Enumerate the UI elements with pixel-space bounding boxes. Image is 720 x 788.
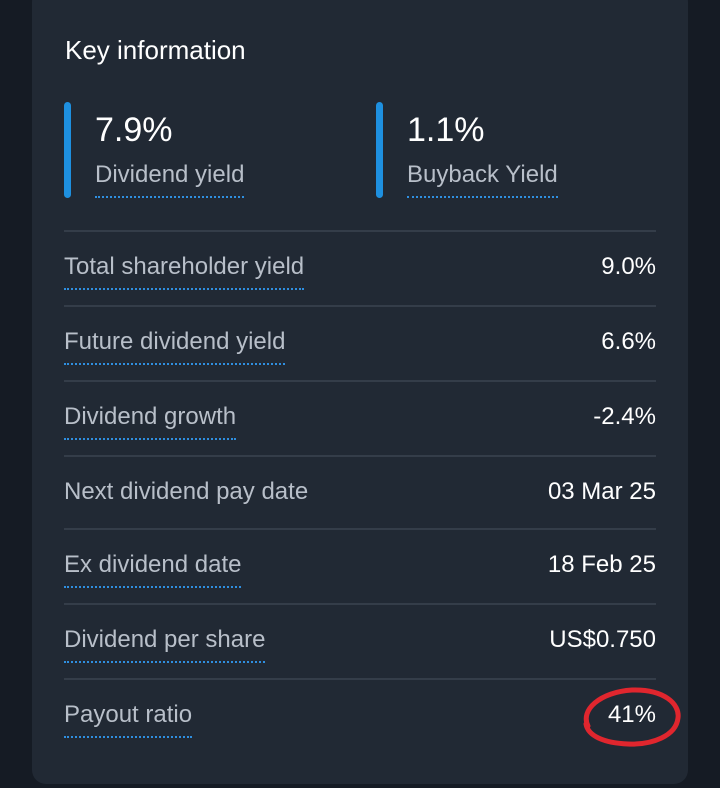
payout-ratio-label[interactable]: Payout ratio xyxy=(64,700,193,738)
row-divider xyxy=(64,528,656,530)
dividend-growth-value: -2.4% xyxy=(593,403,656,430)
next-dividend-pay-date-value: 03 Mar 25 xyxy=(547,478,656,505)
row-divider xyxy=(64,305,656,307)
accent-bar xyxy=(376,102,383,198)
future-dividend-yield-value: 6.6% xyxy=(601,328,656,355)
buyback-yield-value: 1.1% xyxy=(407,111,485,149)
payout-ratio-value: 41% xyxy=(607,701,656,728)
dividend-yield-value: 7.9% xyxy=(95,111,173,149)
next-dividend-pay-date-label: Next dividend pay date xyxy=(64,478,309,505)
dividend-per-share-value: US$0.750 xyxy=(549,626,656,653)
dividend-yield-label[interactable]: Dividend yield xyxy=(95,160,245,198)
future-dividend-yield-label[interactable]: Future dividend yield xyxy=(64,327,286,365)
dividend-growth-label[interactable]: Dividend growth xyxy=(64,402,237,440)
dividend-per-share-label[interactable]: Dividend per share xyxy=(64,625,266,663)
row-divider xyxy=(64,380,656,382)
ex-dividend-date-value: 18 Feb 25 xyxy=(547,551,656,578)
row-divider xyxy=(64,678,656,680)
accent-bar xyxy=(64,102,71,198)
total-shareholder-yield-label[interactable]: Total shareholder yield xyxy=(64,252,305,290)
key-information-card xyxy=(32,0,688,784)
card-title: Key information xyxy=(65,35,246,65)
buyback-yield-label[interactable]: Buyback Yield xyxy=(407,160,558,198)
total-shareholder-yield-value: 9.0% xyxy=(601,253,656,280)
ex-dividend-date-label[interactable]: Ex dividend date xyxy=(64,550,242,588)
row-divider xyxy=(64,230,656,232)
row-divider xyxy=(64,603,656,605)
row-divider xyxy=(64,455,656,457)
